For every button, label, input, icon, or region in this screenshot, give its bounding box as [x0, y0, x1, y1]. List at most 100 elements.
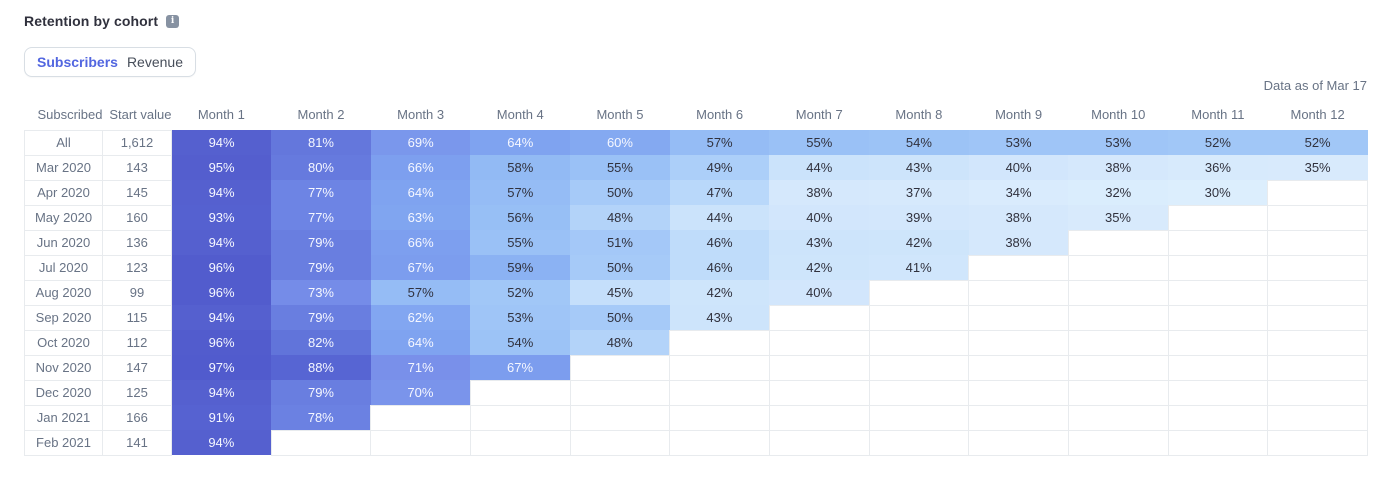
retention-cell[interactable]: 44% [769, 155, 870, 180]
info-icon[interactable]: i [166, 14, 180, 28]
retention-cell[interactable]: 88% [271, 355, 371, 380]
retention-cell[interactable]: 69% [370, 130, 471, 155]
retention-cell[interactable]: 46% [669, 255, 770, 280]
retention-cell[interactable]: 55% [769, 130, 870, 155]
retention-cell[interactable]: 30% [1168, 180, 1268, 205]
retention-cell[interactable]: 63% [370, 205, 471, 230]
retention-cell[interactable]: 97% [171, 355, 272, 380]
retention-cell[interactable]: 35% [1267, 155, 1368, 180]
retention-cell[interactable]: 80% [271, 155, 371, 180]
retention-cell[interactable]: 57% [370, 280, 471, 305]
retention-cell[interactable]: 38% [769, 180, 870, 205]
retention-cell[interactable]: 43% [769, 230, 870, 255]
cohort-row: Nov 2020 147 97% 88% 71% 67% [24, 354, 1368, 381]
retention-cell[interactable]: 94% [171, 305, 272, 330]
retention-cell[interactable]: 50% [570, 180, 670, 205]
retention-cell[interactable]: 57% [669, 130, 770, 155]
retention-cell[interactable]: 45% [570, 280, 670, 305]
retention-cell[interactable]: 41% [869, 255, 969, 280]
retention-cell[interactable]: 94% [171, 430, 272, 455]
retention-cell[interactable]: 36% [1168, 155, 1268, 180]
retention-cell[interactable]: 96% [171, 255, 272, 280]
retention-cell[interactable]: 73% [271, 280, 371, 305]
retention-cell[interactable]: 94% [171, 380, 272, 405]
retention-cell[interactable]: 32% [1068, 180, 1169, 205]
toggle-revenue[interactable]: Revenue [126, 54, 183, 70]
retention-cell[interactable]: 52% [1168, 130, 1268, 155]
retention-cell[interactable]: 70% [370, 380, 471, 405]
retention-cell[interactable]: 67% [470, 355, 571, 380]
retention-cell[interactable]: 77% [271, 205, 371, 230]
retention-cell[interactable]: 64% [370, 180, 471, 205]
retention-cell[interactable]: 38% [1068, 155, 1169, 180]
retention-cell[interactable]: 55% [570, 155, 670, 180]
retention-cell[interactable]: 40% [968, 155, 1069, 180]
retention-cell[interactable]: 59% [470, 255, 571, 280]
retention-cell[interactable]: 49% [669, 155, 770, 180]
retention-cell[interactable]: 94% [171, 180, 272, 205]
retention-cell[interactable]: 39% [869, 205, 969, 230]
retention-cell[interactable]: 43% [669, 305, 770, 330]
retention-cell[interactable]: 82% [271, 330, 371, 355]
retention-cell[interactable]: 66% [370, 230, 471, 255]
retention-cell[interactable]: 71% [370, 355, 471, 380]
retention-cell[interactable]: 64% [470, 130, 571, 155]
retention-cell[interactable]: 37% [869, 180, 969, 205]
retention-cell[interactable]: 40% [769, 205, 870, 230]
retention-cell[interactable]: 43% [869, 155, 969, 180]
retention-cell[interactable]: 42% [769, 255, 870, 280]
retention-cell[interactable]: 77% [271, 180, 371, 205]
empty-cell [1167, 254, 1269, 281]
retention-cell[interactable]: 64% [370, 330, 471, 355]
retention-cell[interactable]: 52% [1267, 130, 1368, 155]
retention-cell[interactable]: 94% [171, 230, 272, 255]
retention-cell[interactable]: 96% [171, 280, 272, 305]
retention-cell[interactable]: 79% [271, 305, 371, 330]
retention-cell[interactable]: 96% [171, 330, 272, 355]
retention-cell[interactable]: 93% [171, 205, 272, 230]
retention-cell[interactable]: 48% [570, 330, 670, 355]
retention-cell[interactable]: 94% [171, 130, 272, 155]
retention-cell[interactable]: 47% [669, 180, 770, 205]
retention-cell[interactable]: 81% [271, 130, 371, 155]
retention-cell[interactable]: 51% [570, 230, 670, 255]
retention-cell[interactable]: 53% [968, 130, 1069, 155]
start-value: 141 [102, 429, 172, 456]
empty-cell [1067, 354, 1169, 381]
retention-cell[interactable]: 95% [171, 155, 272, 180]
retention-cell[interactable]: 66% [370, 155, 471, 180]
retention-cell[interactable]: 55% [470, 230, 571, 255]
retention-cell[interactable]: 67% [370, 255, 471, 280]
empty-cell [968, 404, 1069, 431]
retention-cell[interactable]: 60% [570, 130, 670, 155]
retention-cell[interactable]: 91% [171, 405, 272, 430]
retention-cell[interactable]: 53% [1068, 130, 1169, 155]
toggle-subscribers[interactable]: Subscribers [37, 54, 118, 70]
retention-cell[interactable]: 38% [968, 230, 1069, 255]
retention-cell[interactable]: 35% [1068, 205, 1169, 230]
retention-cell[interactable]: 44% [669, 205, 770, 230]
retention-cell[interactable]: 46% [669, 230, 770, 255]
retention-cell[interactable]: 79% [271, 230, 371, 255]
retention-cell[interactable]: 79% [271, 255, 371, 280]
retention-cell[interactable]: 62% [370, 305, 471, 330]
retention-cell[interactable]: 48% [570, 205, 670, 230]
retention-cell[interactable]: 50% [570, 255, 670, 280]
view-toggle[interactable]: Subscribers Revenue [24, 47, 196, 77]
retention-cell[interactable]: 58% [470, 155, 571, 180]
retention-cell[interactable]: 54% [869, 130, 969, 155]
retention-cell[interactable]: 56% [470, 205, 571, 230]
retention-cell[interactable]: 78% [271, 405, 371, 430]
retention-cell[interactable]: 40% [769, 280, 870, 305]
retention-cell[interactable]: 34% [968, 180, 1069, 205]
retention-cell[interactable]: 38% [968, 205, 1069, 230]
retention-cell[interactable]: 57% [470, 180, 571, 205]
retention-cell[interactable]: 42% [669, 280, 770, 305]
empty-cell [669, 354, 770, 381]
retention-cell[interactable]: 54% [470, 330, 571, 355]
retention-cell[interactable]: 50% [570, 305, 670, 330]
retention-cell[interactable]: 79% [271, 380, 371, 405]
retention-cell[interactable]: 52% [470, 280, 571, 305]
retention-cell[interactable]: 42% [869, 230, 969, 255]
retention-cell[interactable]: 53% [470, 305, 571, 330]
